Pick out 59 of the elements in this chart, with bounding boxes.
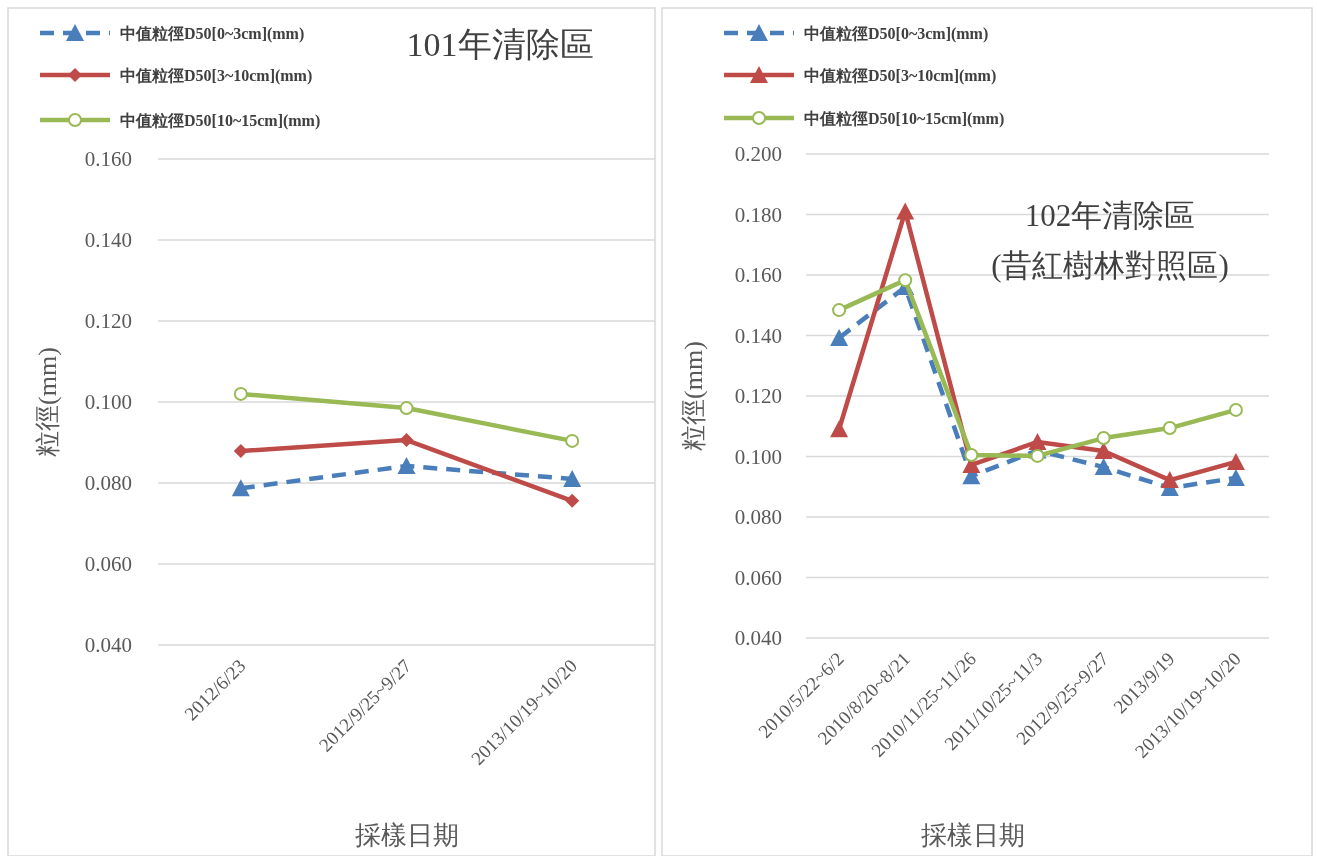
point bbox=[1228, 402, 1243, 417]
point bbox=[399, 401, 414, 416]
x-axis-title: 採樣日期 bbox=[921, 821, 1025, 850]
y-tick-label: 0.200 bbox=[734, 142, 782, 166]
point bbox=[1162, 421, 1177, 436]
point bbox=[830, 420, 849, 438]
point bbox=[898, 273, 913, 288]
point bbox=[896, 202, 915, 220]
legend-label: 中值粒徑D50[10~15cm](mm) bbox=[120, 112, 321, 130]
legend-label: 中值粒徑D50[0~3cm](mm) bbox=[804, 25, 989, 43]
point bbox=[1028, 432, 1047, 450]
y-tick-label: 0.140 bbox=[734, 323, 782, 348]
y-tick-label: 0.140 bbox=[84, 228, 132, 252]
y-tick-label: 0.100 bbox=[734, 444, 782, 469]
x-axis-title: 採樣日期 bbox=[355, 821, 459, 850]
y-tick-label: 0.160 bbox=[734, 263, 782, 287]
y-tick-label: 0.040 bbox=[734, 626, 782, 650]
legend-label: 中值粒徑D50[10~15cm](mm) bbox=[804, 110, 1005, 128]
point bbox=[397, 456, 416, 474]
y-tick-label: 0.060 bbox=[734, 565, 782, 590]
y-tick-label: 0.120 bbox=[84, 309, 132, 333]
point bbox=[1160, 471, 1179, 489]
text: 102年清除區 (昔紅樹林對照區) bbox=[991, 198, 1229, 283]
chart-title: 101年清除區 bbox=[406, 26, 594, 63]
legend-label: 中值粒徑D50[3~10cm](mm) bbox=[120, 67, 313, 85]
point bbox=[964, 447, 979, 462]
point bbox=[832, 303, 847, 318]
y-tick-label: 0.040 bbox=[84, 633, 132, 657]
point bbox=[399, 433, 414, 448]
y-tick-label: 0.080 bbox=[84, 471, 132, 495]
y-axis-title: 粒徑(mm) bbox=[678, 341, 708, 451]
legend-item: 中值粒徑D50[0~3cm](mm) bbox=[724, 24, 989, 42]
point bbox=[1030, 448, 1045, 463]
point bbox=[830, 328, 849, 346]
y-tick-label: 0.180 bbox=[734, 202, 782, 227]
point bbox=[1226, 452, 1245, 470]
point bbox=[233, 444, 248, 459]
point bbox=[565, 433, 580, 448]
y-tick-label: 0.100 bbox=[84, 390, 132, 414]
point bbox=[1094, 458, 1113, 476]
point bbox=[565, 493, 580, 508]
y-tick-label: 0.080 bbox=[734, 505, 782, 529]
y-tick-label: 0.160 bbox=[84, 147, 132, 171]
point bbox=[233, 386, 248, 401]
legend-item: 中值粒徑D50[10~15cm](mm) bbox=[724, 110, 1005, 127]
point bbox=[1226, 468, 1245, 486]
y-tick-label: 0.120 bbox=[734, 384, 782, 408]
legend-item: 中值粒徑D50[3~10cm](mm) bbox=[40, 67, 313, 84]
legend-item: 中值粒徑D50[10~15cm](mm) bbox=[40, 112, 321, 129]
legend-item: 中值粒徑D50[0~3cm](mm) bbox=[40, 24, 305, 42]
y-tick-label: 0.060 bbox=[84, 552, 132, 576]
point bbox=[1096, 431, 1111, 446]
y-axis-title: 粒徑(mm) bbox=[32, 347, 62, 457]
legend-label: 中值粒徑D50[0~3cm](mm) bbox=[120, 25, 305, 43]
legend-label: 中值粒徑D50[3~10cm](mm) bbox=[804, 67, 997, 85]
legend-item: 中值粒徑D50[3~10cm](mm) bbox=[724, 66, 997, 84]
point bbox=[231, 479, 250, 497]
point bbox=[563, 469, 582, 487]
point bbox=[1094, 442, 1113, 460]
